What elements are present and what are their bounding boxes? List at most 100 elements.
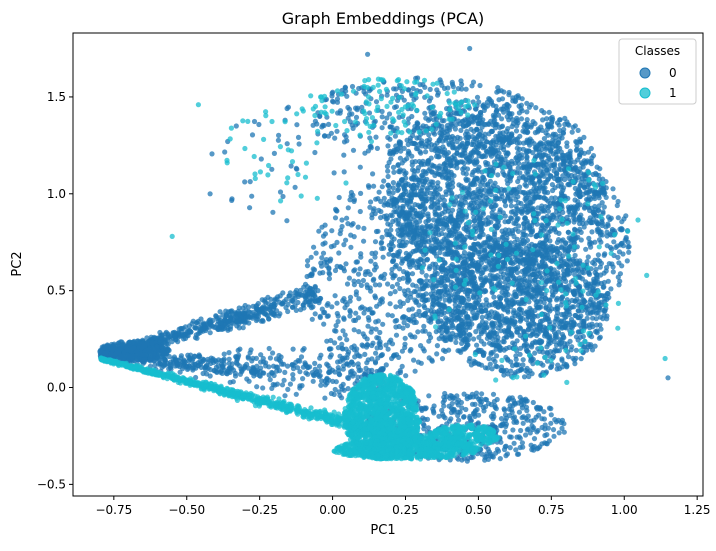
scatter-point xyxy=(416,247,422,253)
scatter-point xyxy=(378,297,384,303)
scatter-point xyxy=(369,215,375,221)
scatter-point xyxy=(448,169,454,175)
scatter-point xyxy=(490,391,497,397)
scatter-point xyxy=(524,109,530,115)
scatter-point xyxy=(459,213,465,219)
scatter-point xyxy=(360,331,366,337)
scatter-point xyxy=(434,183,441,189)
scatter-point xyxy=(527,223,533,229)
scatter-point xyxy=(605,223,611,229)
scatter-point xyxy=(398,210,404,216)
scatter-point xyxy=(385,221,391,227)
scatter-point xyxy=(493,275,499,281)
scatter-point xyxy=(372,293,378,299)
scatter-point xyxy=(502,418,508,424)
scatter-point xyxy=(600,209,606,215)
scatter-point xyxy=(434,343,440,349)
scatter-point xyxy=(395,162,401,168)
scatter-point xyxy=(495,448,502,454)
scatter-point xyxy=(372,211,378,217)
scatter-point xyxy=(535,164,541,170)
points-layer xyxy=(97,45,671,464)
scatter-point xyxy=(520,164,527,170)
scatter-point xyxy=(617,271,624,277)
scatter-point xyxy=(498,367,504,373)
scatter-point xyxy=(385,312,391,318)
scatter-point xyxy=(555,176,562,182)
scatter-point xyxy=(525,162,531,168)
scatter-point xyxy=(538,124,544,130)
scatter-point xyxy=(441,403,447,409)
scatter-point xyxy=(594,189,600,196)
scatter-point xyxy=(355,271,362,277)
scatter-point xyxy=(380,254,386,260)
scatter-point xyxy=(571,210,577,216)
scatter-point xyxy=(509,123,515,130)
scatter-point xyxy=(473,157,479,163)
scatter-point xyxy=(358,282,364,288)
scatter-point xyxy=(445,181,451,187)
scatter-point xyxy=(390,258,396,264)
scatter-point xyxy=(453,339,459,345)
scatter-point xyxy=(490,340,496,346)
scatter-point xyxy=(549,195,555,201)
scatter-point xyxy=(524,120,530,126)
scatter-point xyxy=(423,297,429,303)
scatter-point xyxy=(442,251,448,257)
scatter-point xyxy=(398,194,404,200)
scatter-point xyxy=(421,252,427,258)
scatter-point xyxy=(448,248,454,254)
scatter-point xyxy=(551,254,558,260)
scatter-point xyxy=(436,205,442,211)
scatter-point xyxy=(593,266,599,272)
scatter-point xyxy=(378,273,385,279)
scatter-point xyxy=(581,318,587,325)
scatter-point xyxy=(487,361,493,367)
scatter-point xyxy=(618,241,624,247)
scatter-point xyxy=(513,128,520,134)
scatter-point xyxy=(537,444,543,450)
scatter-point xyxy=(600,176,606,182)
scatter-point xyxy=(418,360,424,366)
scatter-point xyxy=(422,312,428,319)
scatter-point xyxy=(353,292,359,298)
scatter-point xyxy=(563,314,569,320)
scatter-point xyxy=(343,261,349,267)
scatter-point xyxy=(327,271,333,277)
scatter-point xyxy=(565,151,571,157)
scatter-point xyxy=(443,328,449,334)
scatter-point xyxy=(429,203,435,209)
scatter-point xyxy=(556,348,563,354)
scatter-point xyxy=(610,186,616,192)
scatter-point xyxy=(471,360,477,366)
scatter-point xyxy=(593,206,599,212)
scatter-point xyxy=(545,198,551,204)
scatter-point xyxy=(344,281,351,287)
scatter-point xyxy=(620,251,626,257)
scatter-point xyxy=(395,249,401,256)
scatter-point xyxy=(373,264,379,270)
scatter-point xyxy=(593,329,599,335)
scatter-point xyxy=(476,323,482,329)
scatter-point xyxy=(590,315,596,321)
scatter-point xyxy=(491,258,497,265)
scatter-point xyxy=(409,113,415,120)
scatter-point xyxy=(378,215,384,221)
scatter-point xyxy=(423,149,429,155)
scatter-point xyxy=(319,255,325,261)
scatter-point xyxy=(427,86,433,92)
scatter-point xyxy=(368,199,374,205)
scatter-point xyxy=(449,218,456,224)
scatter-point xyxy=(333,207,339,214)
scatter-point xyxy=(413,312,419,318)
scatter-point xyxy=(578,293,585,299)
scatter-point xyxy=(558,167,564,173)
scatter-point xyxy=(446,232,452,238)
scatter-point xyxy=(355,315,362,321)
scatter-point xyxy=(453,332,459,338)
scatter-point xyxy=(515,194,521,200)
scatter-point xyxy=(446,403,452,409)
scatter-point xyxy=(526,289,532,296)
scatter-point xyxy=(421,323,427,329)
